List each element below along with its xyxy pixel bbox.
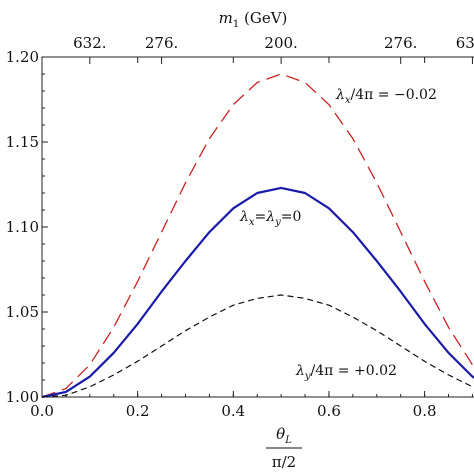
- series-line-0: [41, 73, 474, 398]
- top-tick-label: 632.: [73, 34, 106, 52]
- top-axis-title: m1 (GeV): [219, 9, 288, 30]
- x-tick-label: 0.6: [317, 402, 341, 420]
- x-tick-label: 0.4: [221, 402, 245, 420]
- plot-frame: [41, 56, 474, 398]
- top-tick-label: 632.: [456, 34, 474, 52]
- y-tick-label: 1.20: [6, 48, 39, 66]
- y-tick-label: 1.15: [6, 133, 39, 151]
- x-axis-numerator: θL: [276, 425, 292, 446]
- top-tick-label: 276.: [145, 34, 178, 52]
- y-tick-label: 1.10: [6, 218, 39, 236]
- annotation-lambda-x: λx/4π = −0.02: [335, 87, 437, 106]
- series-line-1: [41, 186, 474, 399]
- y-tick-label: 1.05: [6, 303, 39, 321]
- top-tick-label: 200.: [264, 34, 297, 52]
- y-tick-label: 1.00: [6, 388, 39, 406]
- x-tick-label: 0.2: [126, 402, 150, 420]
- tick-labels: 0.0 0.2 0.4 0.6 0.8 1.00 1.05 1.10 1.15 1.20 632. 2…: [6, 34, 474, 420]
- x-tick-label: 0.0: [30, 402, 54, 420]
- series-group: [41, 73, 474, 399]
- annotation-lambda-zero: λx=λy=0: [239, 209, 301, 228]
- x-tick-label: 0.8: [413, 402, 437, 420]
- top-tick-label: 276.: [384, 34, 417, 52]
- axis-ticks: [41, 56, 473, 398]
- annotation-lambda-y: λy/4π = +0.02: [295, 363, 397, 382]
- series-line-2: [41, 294, 474, 398]
- x-axis-denominator: π/2: [272, 453, 296, 471]
